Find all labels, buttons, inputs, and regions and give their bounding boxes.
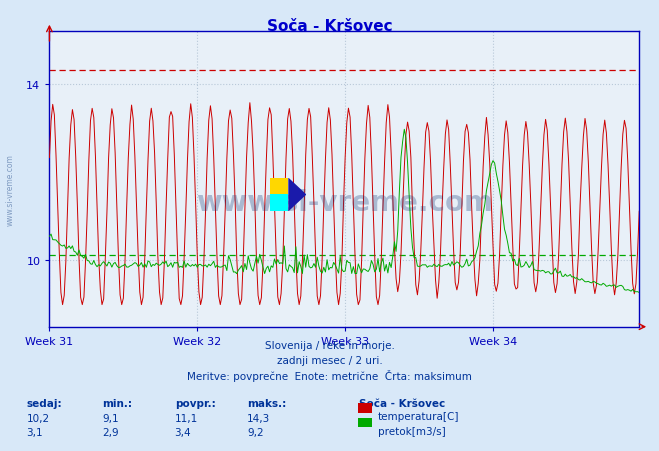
Text: 9,2: 9,2	[247, 428, 264, 437]
Text: www.si-vreme.com: www.si-vreme.com	[5, 153, 14, 226]
Text: sedaj:: sedaj:	[26, 398, 62, 408]
Bar	[270, 178, 289, 195]
Text: maks.:: maks.:	[247, 398, 287, 408]
Text: pretok[m3/s]: pretok[m3/s]	[378, 426, 445, 436]
Polygon shape	[289, 178, 306, 212]
Text: Slovenija / reke in morje.: Slovenija / reke in morje.	[264, 341, 395, 350]
Text: Meritve: povprečne  Enote: metrične  Črta: maksimum: Meritve: povprečne Enote: metrične Črta:…	[187, 369, 472, 382]
Text: Soča - Kršovec: Soča - Kršovec	[267, 19, 392, 34]
Text: 14,3: 14,3	[247, 413, 270, 423]
Text: 11,1: 11,1	[175, 413, 198, 423]
Bar	[270, 195, 289, 212]
Text: 3,4: 3,4	[175, 428, 191, 437]
Text: 9,1: 9,1	[102, 413, 119, 423]
Text: povpr.:: povpr.:	[175, 398, 215, 408]
Text: Soča - Kršovec: Soča - Kršovec	[359, 398, 445, 408]
Text: 10,2: 10,2	[26, 413, 49, 423]
Text: www.si-vreme.com: www.si-vreme.com	[196, 189, 493, 217]
Text: 3,1: 3,1	[26, 428, 43, 437]
Text: temperatura[C]: temperatura[C]	[378, 411, 459, 421]
Text: min.:: min.:	[102, 398, 132, 408]
Text: zadnji mesec / 2 uri.: zadnji mesec / 2 uri.	[277, 355, 382, 365]
Text: 2,9: 2,9	[102, 428, 119, 437]
